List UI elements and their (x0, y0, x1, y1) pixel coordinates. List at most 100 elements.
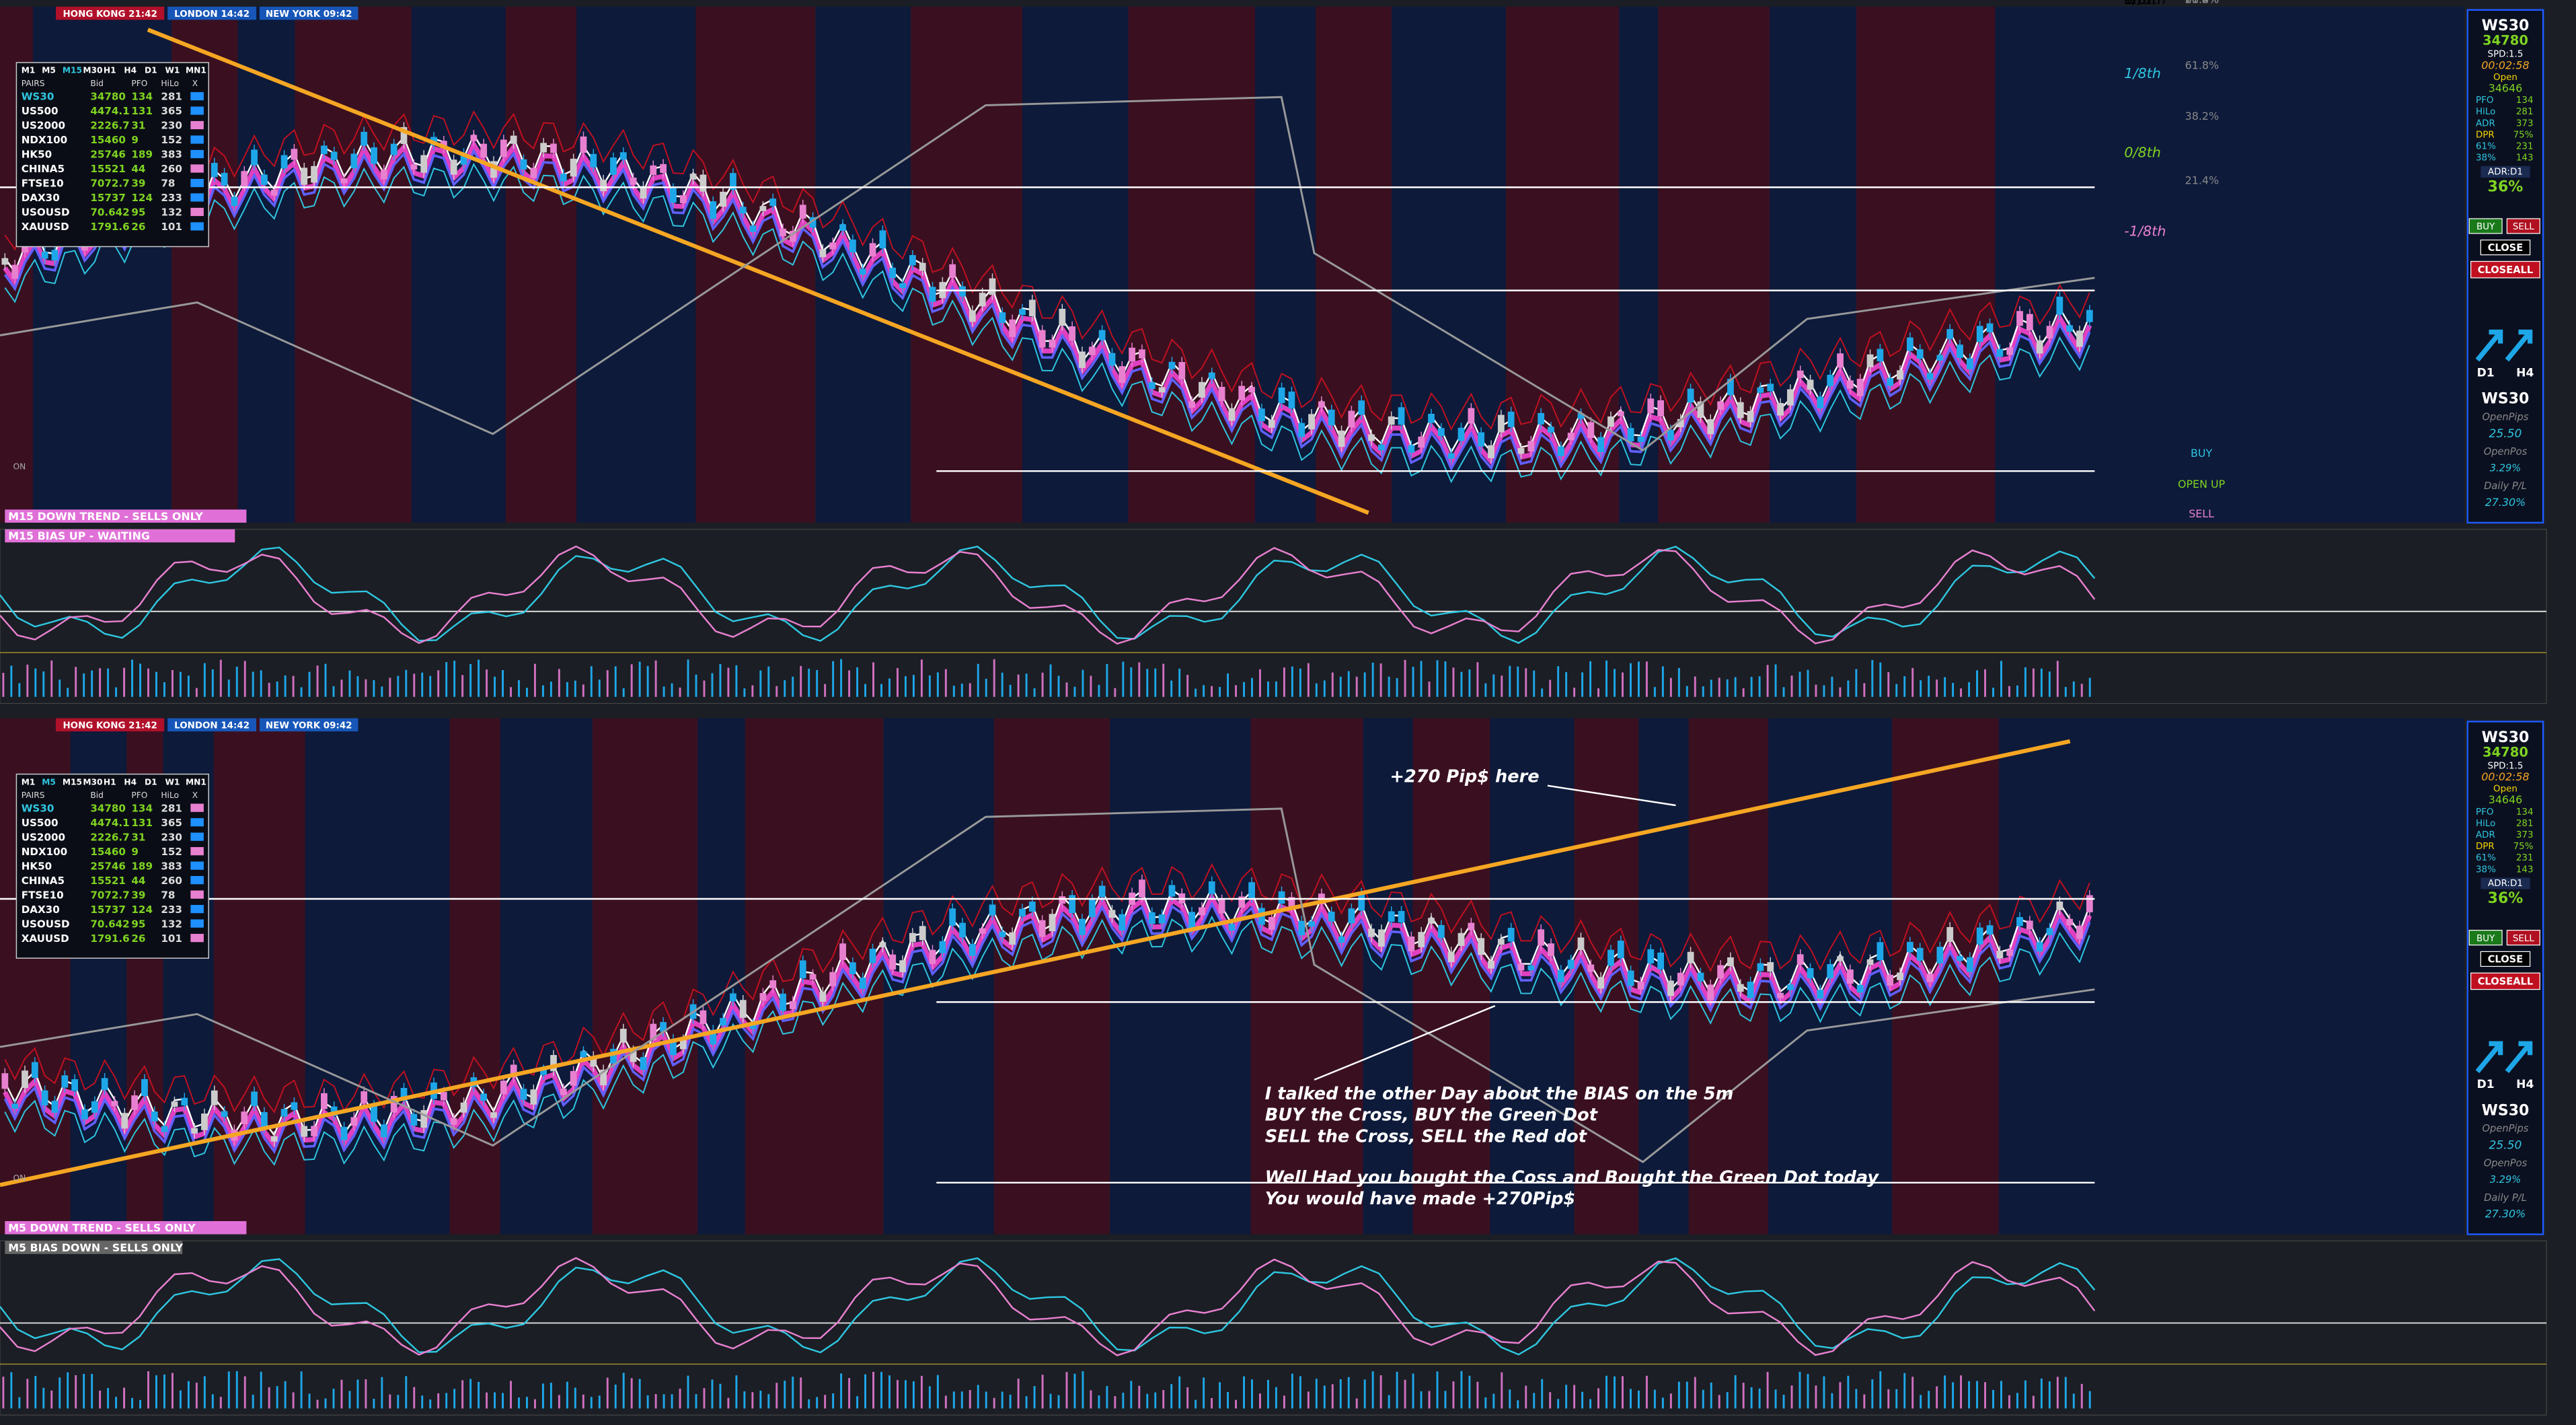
label: 75% (2513, 842, 2534, 852)
label: OpenPos (2484, 1157, 2528, 1169)
candle (101, 1078, 108, 1090)
label: ON (13, 1173, 26, 1183)
candle (1747, 410, 1754, 423)
candle (1966, 358, 1973, 369)
candle (1866, 354, 1874, 367)
candle (1158, 387, 1166, 393)
candle (1338, 430, 1345, 447)
button[interactable] (2480, 240, 2531, 256)
label: USOUSD (22, 918, 70, 930)
candle (600, 180, 607, 192)
row-flag (190, 818, 204, 827)
candle (1866, 959, 1874, 965)
candle (1148, 912, 1156, 924)
candle (540, 1069, 547, 1075)
session-band (695, 6, 816, 523)
row-flag (190, 803, 204, 812)
candle (1647, 949, 1655, 963)
candle (241, 1111, 248, 1125)
label: H4 (124, 66, 137, 75)
label: 75% (2513, 130, 2534, 140)
label: 38% (2476, 153, 2496, 163)
row-flag (190, 178, 204, 188)
session-band (592, 718, 698, 1235)
candle (400, 126, 408, 145)
label: 25.50 (2489, 1139, 2522, 1153)
moving-average (4, 163, 2090, 484)
candle (839, 224, 846, 231)
label: 1791.6 (90, 221, 129, 233)
candle (1028, 901, 1036, 912)
candle (1139, 349, 1145, 359)
candle (1457, 933, 1465, 946)
button[interactable] (2506, 218, 2540, 234)
label: 260 (161, 875, 182, 887)
candle (400, 1087, 408, 1101)
candle (1377, 929, 1385, 947)
button[interactable] (2470, 972, 2540, 990)
session-band (911, 6, 1022, 523)
label: 21.4% (2185, 174, 2219, 186)
candle (660, 1022, 667, 1032)
clock-box (56, 718, 165, 732)
label: 281 (2516, 107, 2534, 117)
label: SELL (2189, 507, 2214, 520)
label: CHINA5 (22, 875, 65, 887)
candle (1976, 326, 1983, 342)
candle (1278, 387, 1285, 404)
label: HONG KONG 21:42 (63, 9, 157, 20)
button[interactable] (2468, 930, 2503, 946)
session-band (1856, 6, 1996, 523)
row-flag (190, 222, 204, 231)
label: 38.2% (2185, 0, 2219, 6)
candle (330, 151, 338, 160)
candle (1577, 937, 1585, 951)
label: H4 (2516, 1078, 2534, 1091)
candle (699, 1010, 707, 1025)
label: 152 (161, 134, 182, 146)
button[interactable] (2506, 930, 2540, 946)
candle (869, 949, 876, 963)
label: 134 (2516, 96, 2534, 106)
label: DPR (2476, 130, 2495, 140)
candle (630, 1050, 637, 1062)
candle (1009, 319, 1016, 337)
candle (1887, 378, 1894, 386)
candle (450, 1118, 457, 1125)
candle (949, 908, 956, 926)
label: OPEN UP (2178, 478, 2226, 490)
candle (1936, 355, 1944, 361)
candle (261, 174, 268, 185)
row-flag (190, 92, 204, 101)
label: PFO (2476, 807, 2493, 817)
label: 134 (131, 802, 153, 814)
candle (1996, 349, 2004, 357)
label: 95 (131, 207, 145, 219)
button[interactable] (2468, 218, 2503, 234)
candle (730, 993, 736, 1002)
candle (301, 1126, 308, 1137)
candle (151, 1111, 158, 1122)
candle (590, 1056, 597, 1067)
candle (470, 135, 478, 141)
label: WS30 (22, 802, 54, 814)
candle (1657, 952, 1665, 970)
candle (51, 1101, 59, 1113)
candle (111, 1101, 118, 1107)
candle (560, 1089, 567, 1095)
candle (2066, 918, 2074, 926)
candle (1388, 416, 1395, 425)
label: ADR (2476, 830, 2495, 840)
session-band (1412, 718, 1490, 1235)
label: FTSE10 (22, 178, 64, 190)
candle (1807, 379, 1814, 390)
button[interactable] (2470, 260, 2540, 279)
label: 39 (131, 889, 145, 901)
candle (171, 1101, 178, 1107)
label: 00:02:58 (2481, 59, 2529, 71)
candle (1796, 954, 1804, 965)
button[interactable] (2480, 951, 2531, 967)
candle (1368, 434, 1375, 441)
candle (909, 255, 916, 266)
candle (1088, 346, 1096, 355)
